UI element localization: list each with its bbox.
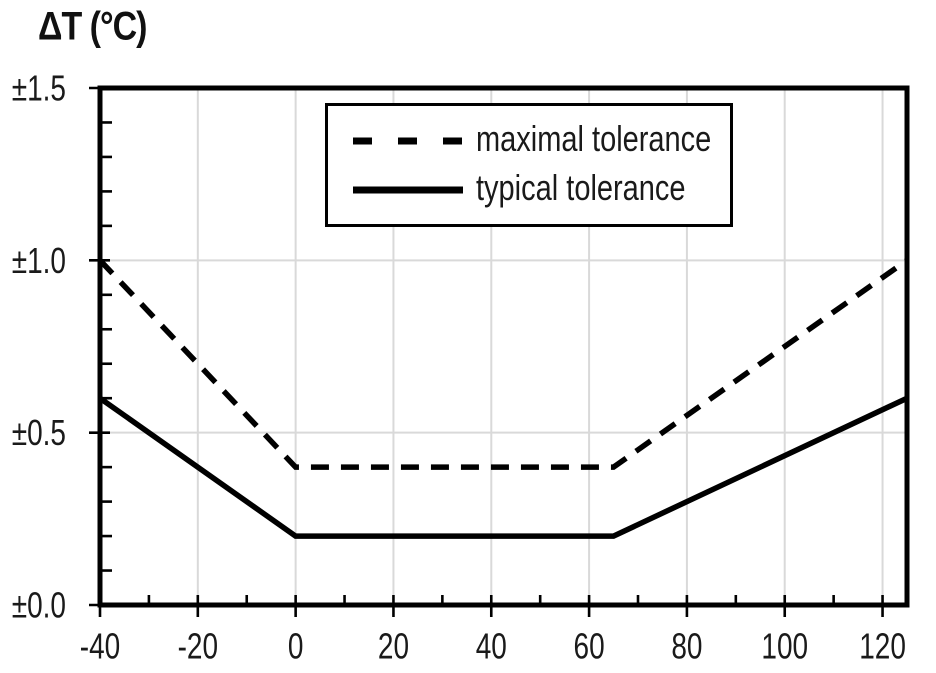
tick-labels: -40 -20 0 20 40 60 80 100 120 ±0.0 ±0.5 ±1.0 ±1.5 bbox=[12, 68, 906, 666]
axes-frame bbox=[97, 85, 910, 608]
legend: maximal tolerance typical tolerance bbox=[325, 103, 733, 227]
x-tick-label: 80 bbox=[671, 626, 702, 666]
series-lines bbox=[98, 258, 909, 539]
plot-border bbox=[97, 85, 910, 608]
y-tick-label: ±1.0 bbox=[12, 241, 66, 281]
maximal-tolerance-line bbox=[98, 258, 909, 470]
x-tick-label: 60 bbox=[574, 626, 605, 666]
legend-label-typical: typical tolerance bbox=[476, 168, 686, 209]
legend-item-typical: typical tolerance bbox=[353, 169, 730, 209]
legend-solid-line-icon bbox=[353, 186, 463, 193]
x-tick-label: 100 bbox=[761, 626, 808, 666]
y-tick-label: ±0.5 bbox=[12, 413, 66, 453]
x-tick-label: -40 bbox=[80, 626, 120, 666]
y-tick-label: ±1.5 bbox=[12, 68, 66, 108]
axis-ticks bbox=[89, 86, 884, 617]
legend-dashed-line-icon bbox=[353, 137, 463, 144]
x-tick-label: 120 bbox=[859, 626, 906, 666]
y-tick-label: ±0.0 bbox=[12, 585, 66, 625]
legend-item-maximal: maximal tolerance bbox=[353, 120, 730, 160]
x-tick-label: 20 bbox=[378, 626, 409, 666]
legend-label-maximal: maximal tolerance bbox=[476, 119, 712, 160]
x-tick-label: 0 bbox=[288, 626, 304, 666]
y-axis-title: ΔT (°C) bbox=[38, 4, 147, 49]
x-tick-label: 40 bbox=[476, 626, 507, 666]
typical-tolerance-line bbox=[98, 395, 909, 539]
x-tick-label: -20 bbox=[178, 626, 218, 666]
